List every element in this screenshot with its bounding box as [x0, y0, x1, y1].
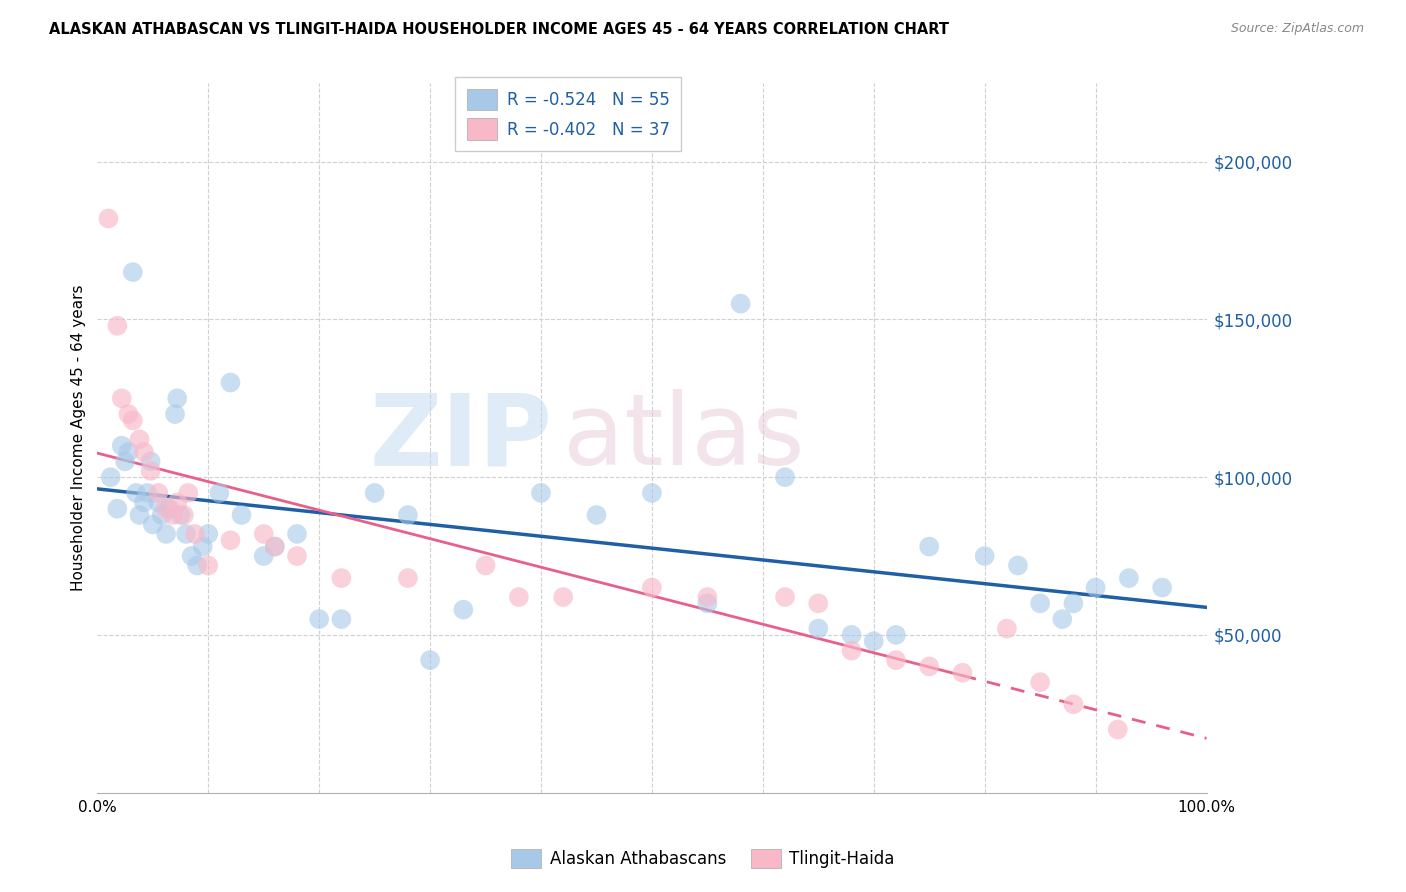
Point — [952, 665, 974, 680]
Text: ZIP: ZIP — [370, 389, 553, 486]
Point — [807, 622, 830, 636]
Point — [453, 602, 475, 616]
Point — [139, 464, 162, 478]
Point — [253, 527, 276, 541]
Legend: Alaskan Athabascans, Tlingit-Haida: Alaskan Athabascans, Tlingit-Haida — [505, 842, 901, 875]
Point — [330, 571, 353, 585]
Point — [114, 454, 136, 468]
Text: Source: ZipAtlas.com: Source: ZipAtlas.com — [1230, 22, 1364, 36]
Point — [918, 659, 941, 673]
Point — [285, 549, 308, 563]
Point — [174, 527, 197, 541]
Point — [696, 596, 718, 610]
Point — [884, 653, 907, 667]
Point — [1084, 581, 1107, 595]
Point — [253, 549, 276, 563]
Point — [396, 508, 419, 522]
Text: atlas: atlas — [564, 389, 804, 486]
Point — [142, 517, 165, 532]
Point — [169, 508, 191, 522]
Point — [180, 549, 202, 563]
Point — [1007, 558, 1029, 573]
Point — [197, 558, 219, 573]
Point — [918, 540, 941, 554]
Point — [191, 540, 214, 554]
Point — [97, 211, 120, 226]
Y-axis label: Householder Income Ages 45 - 64 years: Householder Income Ages 45 - 64 years — [72, 285, 86, 591]
Point — [128, 432, 150, 446]
Point — [219, 533, 242, 548]
Point — [100, 470, 122, 484]
Point — [173, 508, 195, 522]
Point — [1029, 596, 1052, 610]
Point — [530, 486, 553, 500]
Point — [862, 634, 884, 648]
Point — [285, 527, 308, 541]
Point — [474, 558, 496, 573]
Point — [1118, 571, 1140, 585]
Point — [696, 590, 718, 604]
Point — [186, 558, 208, 573]
Point — [553, 590, 575, 604]
Point — [150, 508, 173, 522]
Point — [148, 495, 170, 509]
Point — [121, 265, 143, 279]
Point — [641, 486, 664, 500]
Text: ALASKAN ATHABASCAN VS TLINGIT-HAIDA HOUSEHOLDER INCOME AGES 45 - 64 YEARS CORREL: ALASKAN ATHABASCAN VS TLINGIT-HAIDA HOUS… — [49, 22, 949, 37]
Point — [263, 540, 285, 554]
Point — [148, 486, 170, 500]
Point — [163, 407, 186, 421]
Point — [1107, 723, 1129, 737]
Point — [1029, 675, 1052, 690]
Legend: R = -0.524   N = 55, R = -0.402   N = 37: R = -0.524 N = 55, R = -0.402 N = 37 — [456, 77, 682, 152]
Point — [197, 527, 219, 541]
Point — [132, 445, 155, 459]
Point — [419, 653, 441, 667]
Point — [263, 540, 285, 554]
Point — [884, 628, 907, 642]
Point — [1052, 612, 1074, 626]
Point — [1152, 581, 1174, 595]
Point — [117, 445, 139, 459]
Point — [125, 486, 148, 500]
Point — [159, 501, 181, 516]
Point — [128, 508, 150, 522]
Point — [973, 549, 995, 563]
Point — [508, 590, 530, 604]
Point — [162, 508, 184, 522]
Point — [807, 596, 830, 610]
Point — [132, 495, 155, 509]
Point — [111, 439, 134, 453]
Point — [773, 590, 796, 604]
Point — [208, 486, 231, 500]
Point — [363, 486, 385, 500]
Point — [841, 643, 863, 657]
Point — [773, 470, 796, 484]
Point — [841, 628, 863, 642]
Point — [105, 501, 128, 516]
Point — [177, 486, 200, 500]
Point — [308, 612, 330, 626]
Point — [330, 612, 353, 626]
Point — [219, 376, 242, 390]
Point — [995, 622, 1018, 636]
Point — [139, 454, 162, 468]
Point — [184, 527, 207, 541]
Point — [121, 413, 143, 427]
Point — [155, 501, 177, 516]
Point — [105, 318, 128, 333]
Point — [231, 508, 253, 522]
Point — [117, 407, 139, 421]
Point — [111, 392, 134, 406]
Point — [396, 571, 419, 585]
Point — [155, 527, 177, 541]
Point — [585, 508, 607, 522]
Point — [641, 581, 664, 595]
Point — [136, 486, 159, 500]
Point — [1062, 698, 1084, 712]
Point — [166, 392, 188, 406]
Point — [730, 296, 752, 310]
Point — [1062, 596, 1084, 610]
Point — [166, 495, 188, 509]
